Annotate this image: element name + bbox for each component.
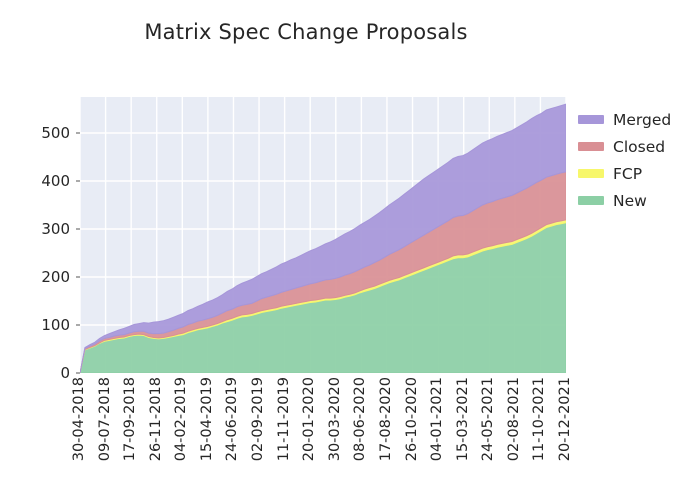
- legend-item-merged[interactable]: Merged: [578, 106, 698, 133]
- x-tick-label: 15-03-2021: [454, 377, 471, 462]
- x-tick-label: 17-09-2018: [122, 377, 139, 462]
- y-tick-label: 200: [41, 268, 70, 286]
- x-tick-label: 02-08-2021: [505, 377, 522, 462]
- x-tick-label: 26-11-2018: [147, 377, 164, 462]
- y-tick-label: 400: [41, 172, 70, 190]
- legend-label: New: [613, 191, 647, 210]
- y-tick-label: 0: [60, 364, 70, 382]
- y-tick-label: 100: [41, 316, 70, 334]
- x-tick-label: 02-09-2019: [250, 377, 267, 462]
- x-tick-label: 24-05-2021: [480, 377, 497, 462]
- legend-item-closed[interactable]: Closed: [578, 133, 698, 160]
- x-tick-label: 11-11-2019: [275, 377, 292, 462]
- legend-swatch-icon: [578, 169, 604, 178]
- area-series-merged: [80, 103, 566, 373]
- legend-swatch-icon: [578, 196, 604, 205]
- x-tick-label: 17-08-2020: [377, 377, 394, 462]
- x-tick-label: 24-06-2019: [224, 377, 241, 462]
- plot-area: [80, 97, 566, 373]
- x-tick-label: 11-10-2021: [531, 377, 548, 462]
- x-tick-label: 09-07-2018: [96, 377, 113, 462]
- legend-item-new[interactable]: New: [578, 187, 698, 214]
- legend-swatch-icon: [578, 142, 604, 151]
- x-tick-label: 30-04-2018: [71, 377, 87, 462]
- legend-label: FCP: [613, 164, 643, 183]
- y-tick-label: 500: [41, 124, 70, 142]
- chart-legend: Merged Closed FCP New: [578, 106, 698, 214]
- y-tick-label: 300: [41, 220, 70, 238]
- x-tick-label: 20-12-2021: [557, 377, 573, 462]
- x-tick-label: 04-02-2019: [173, 377, 190, 462]
- legend-item-fcp[interactable]: FCP: [578, 160, 698, 187]
- x-tick-label: 26-10-2020: [403, 377, 420, 462]
- legend-label: Closed: [613, 137, 666, 156]
- x-tick-label: 08-06-2020: [352, 377, 369, 462]
- x-tick-label: 20-01-2020: [301, 377, 318, 462]
- stacked-area-svg: [80, 97, 566, 373]
- legend-label: Merged: [613, 110, 672, 129]
- x-tick-label: 30-03-2020: [326, 377, 343, 462]
- x-tick-label: 04-01-2021: [429, 377, 446, 462]
- legend-swatch-icon: [578, 115, 604, 124]
- x-tick-label: 15-04-2019: [198, 377, 215, 462]
- chart-title: Matrix Spec Change Proposals: [144, 20, 468, 44]
